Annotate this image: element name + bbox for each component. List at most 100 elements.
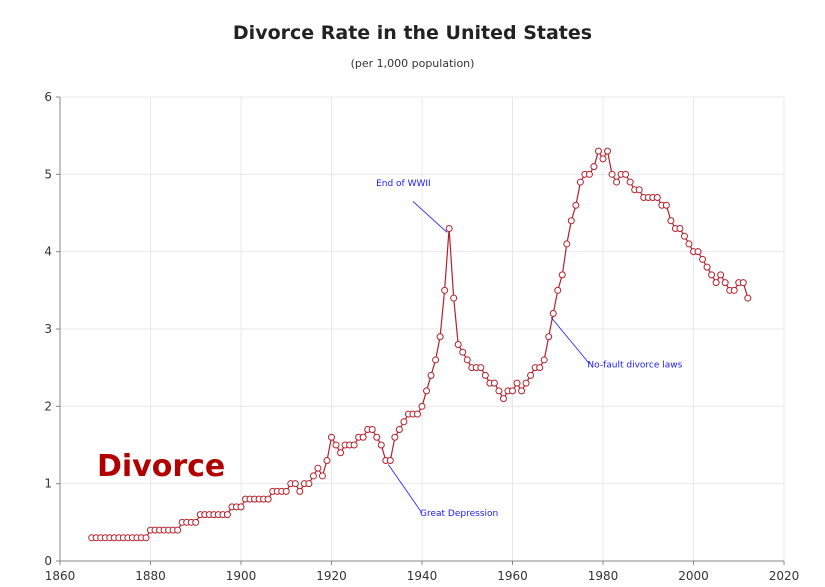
y-tick-label: 2 [44,399,52,413]
data-point [518,387,526,395]
chart-subtitle: (per 1,000 population) [350,57,475,70]
data-point [463,356,471,364]
data-point [350,441,358,449]
data-point [540,356,548,364]
x-tick-label: 1880 [135,569,166,583]
data-point [432,356,440,364]
x-tick-label: 1980 [588,569,619,583]
data-point [459,348,467,356]
data-point [653,194,661,202]
data-point [237,503,245,511]
tick-labels: 0 1 2 3 4 5 6 1860 1880 1900 1920 1940 1960 1980 2000 2… [44,90,799,583]
data-point [703,263,711,271]
annotation-label: Great Depression [420,509,498,519]
data-point [282,487,290,495]
data-point [264,495,272,503]
data-point [594,147,602,155]
x-tick-label: 2020 [769,569,800,583]
data-point [499,395,507,403]
data-point [332,441,340,449]
data-point [744,294,752,302]
data-point [708,271,716,279]
data-point [712,279,720,287]
annotation-pointer [412,201,448,233]
data-point [454,340,462,348]
y-tick-label: 3 [44,322,52,336]
data-point [513,379,521,387]
data-point [359,433,367,441]
data-point [377,441,385,449]
data-point [309,472,317,480]
data-point [296,487,304,495]
data-point [223,511,231,519]
y-tick-label: 0 [44,554,52,568]
data-point [536,364,544,372]
data-point [373,433,381,441]
annotation-label: No-fault divorce laws [587,361,682,371]
x-tick-label: 1940 [407,569,438,583]
data-point [527,371,535,379]
data-point [635,186,643,194]
data-point [558,271,566,279]
data-point [314,464,322,472]
data-point [413,410,421,418]
data-point [427,371,435,379]
y-tick-label: 5 [44,167,52,181]
data-point [567,217,575,225]
data-point [423,387,431,395]
data-point [730,286,738,294]
annotation-label: End of WWII [376,179,431,189]
data-point [174,526,182,534]
data-point [572,201,580,209]
divorce-series [88,147,752,542]
data-point [481,371,489,379]
data-point [490,379,498,387]
data-point [328,433,335,441]
data-point [305,480,313,488]
data-point [554,286,562,294]
data-point [395,426,403,434]
data-point [142,534,150,542]
data-point [441,286,449,294]
data-point [685,240,693,248]
data-point [445,224,453,232]
data-point [495,387,503,395]
data-point [192,518,200,526]
data-point [545,333,553,341]
y-tick-label: 4 [44,245,52,259]
data-point [323,456,331,464]
data-point [599,155,607,163]
data-point [676,224,684,232]
data-point [626,178,634,186]
data-point [613,178,621,186]
data-point [717,271,725,279]
annotations: End of WWII Great Depression No-fault divo… [376,179,683,519]
data-point [291,480,299,488]
data-point [590,163,598,171]
data-point [368,426,376,434]
annotation-pointer [550,317,590,365]
x-tick-label: 1960 [497,569,528,583]
grid-lines [59,96,785,562]
axes [56,96,785,565]
data-point [477,364,485,372]
data-point [563,240,571,248]
y-tick-label: 6 [44,90,52,104]
data-point [318,472,326,480]
data-point [522,379,530,387]
data-point [576,178,584,186]
data-point [549,310,557,318]
data-point [662,201,670,209]
x-tick-label: 1860 [45,569,76,583]
data-point [436,333,444,341]
data-point [622,170,630,178]
data-point [400,418,408,426]
data-point [604,147,612,155]
data-point [694,248,702,256]
data-point [386,456,394,464]
x-tick-label: 1900 [226,569,257,583]
data-point [739,279,747,287]
data-point [337,449,345,457]
data-point [391,433,399,441]
